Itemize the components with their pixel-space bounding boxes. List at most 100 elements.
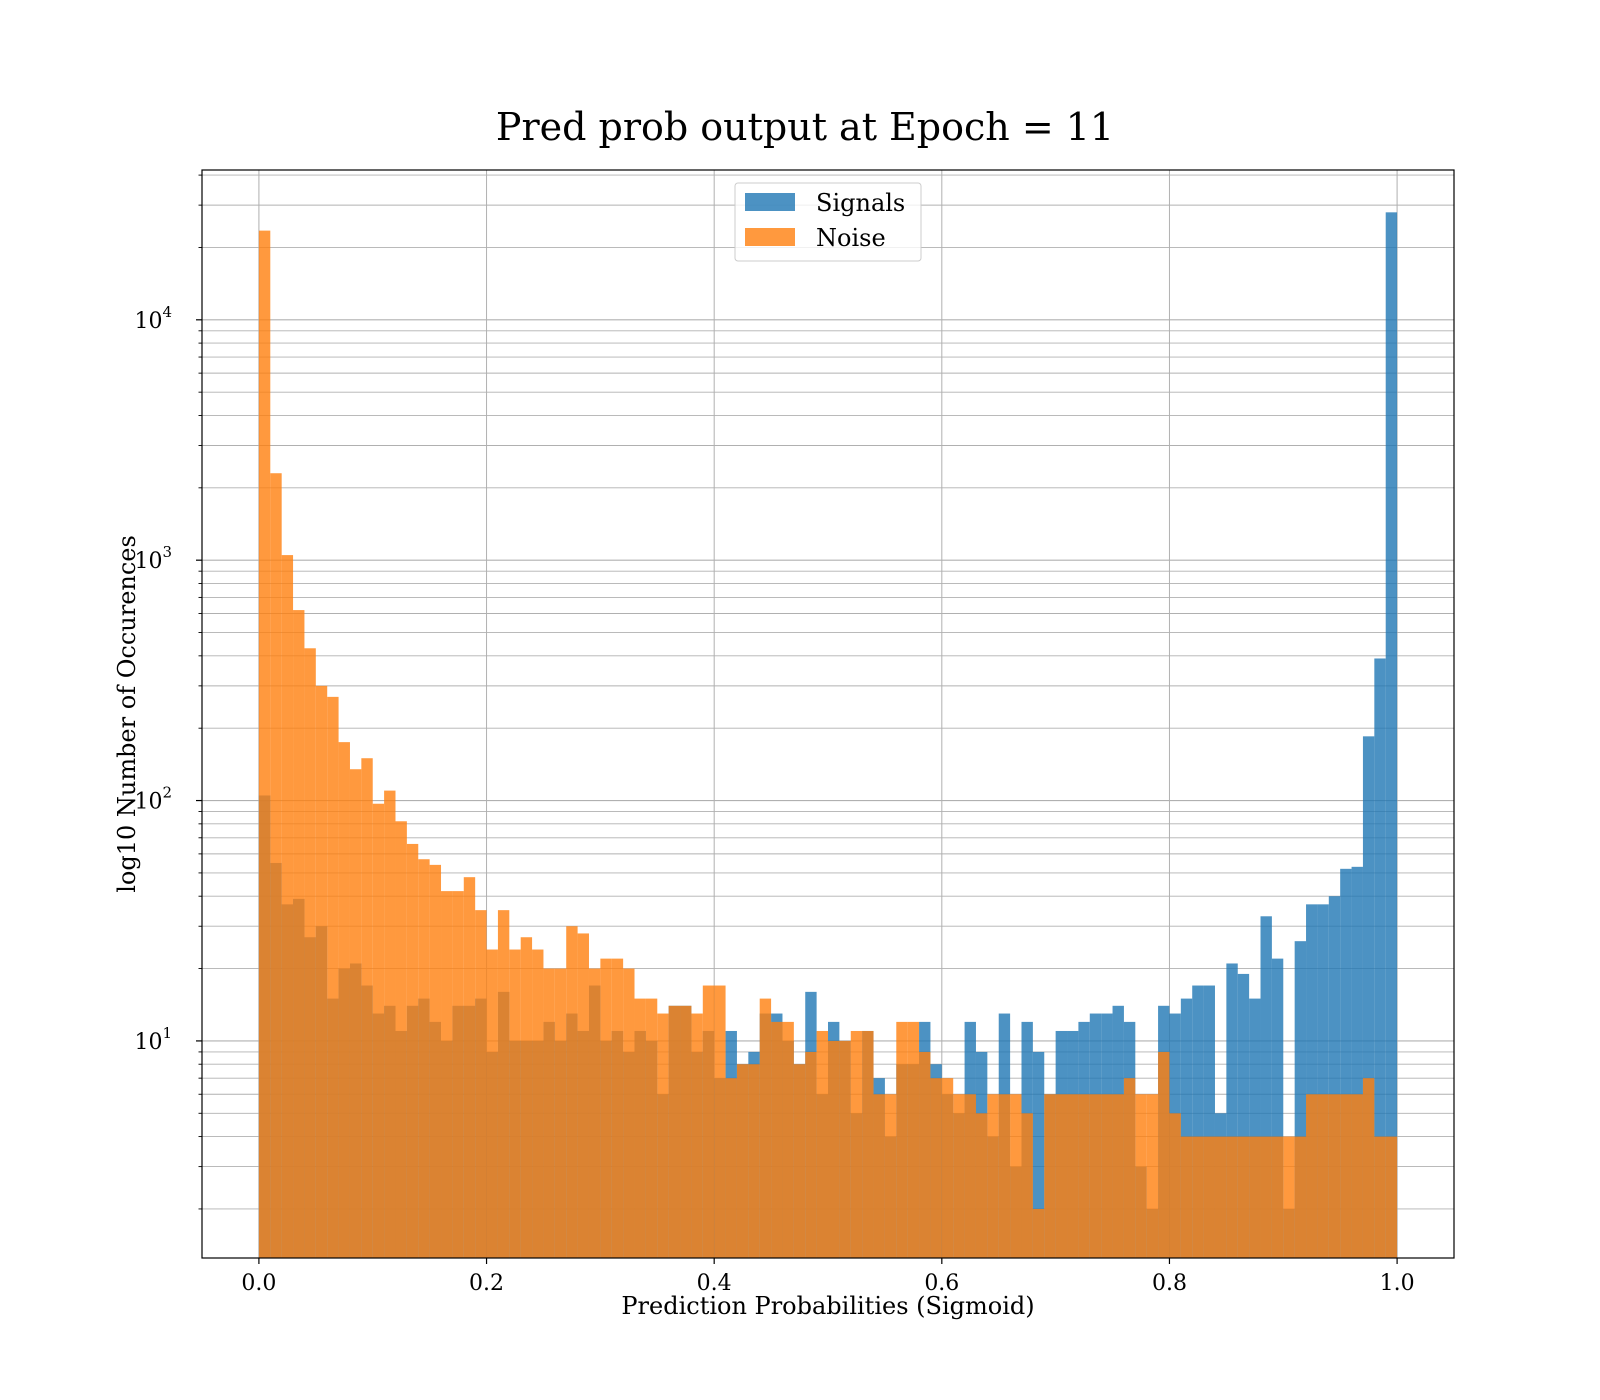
noise-bar — [509, 949, 521, 1258]
legend-swatch-noise — [745, 228, 795, 246]
noise-bar — [486, 949, 498, 1258]
noise-bar — [1123, 1078, 1136, 1258]
noise-bar — [1055, 1094, 1068, 1258]
signals-bar — [1260, 916, 1272, 1258]
noise-bar — [668, 1005, 681, 1258]
noise-bar — [361, 758, 373, 1258]
noise-bar — [1169, 1113, 1181, 1258]
signals-bar — [1192, 985, 1204, 1258]
chart-title: Pred prob output at Epoch = 11 — [496, 105, 1114, 149]
noise-bar — [1294, 1136, 1307, 1258]
noise-bar — [611, 958, 624, 1258]
noise-bar — [1249, 1136, 1261, 1258]
signals-bar — [1306, 904, 1318, 1258]
noise-bar — [1135, 1094, 1147, 1258]
noise-bar — [441, 891, 453, 1258]
noise-bar — [588, 968, 601, 1258]
legend-label-noise: Noise — [816, 224, 886, 252]
signals-bar — [1294, 941, 1307, 1258]
noise-bar — [1101, 1094, 1113, 1258]
noise-bar — [828, 1040, 840, 1258]
noise-bar — [782, 1021, 794, 1258]
x-tick-label: 0.0 — [241, 1271, 276, 1296]
x-tick-label: 1.0 — [1380, 1271, 1415, 1296]
noise-bar — [497, 910, 510, 1258]
x-tick-label: 0.6 — [924, 1271, 959, 1296]
x-tick-label: 0.4 — [697, 1271, 732, 1296]
noise-bar — [680, 1005, 692, 1258]
noise-bar — [1146, 1094, 1159, 1258]
noise-bar — [270, 473, 282, 1258]
noise-bar — [532, 949, 544, 1258]
noise-bar — [1180, 1136, 1193, 1258]
noise-bar — [714, 985, 726, 1258]
noise-bar — [1317, 1094, 1329, 1258]
noise-bar — [1374, 1136, 1386, 1258]
noise-bar — [520, 937, 533, 1258]
noise-bar — [1306, 1094, 1318, 1258]
noise-bar — [372, 803, 385, 1258]
x-tick-label: 0.8 — [1152, 1271, 1187, 1296]
signals-bar — [1180, 998, 1193, 1258]
x-tick-label: 0.2 — [469, 1271, 504, 1296]
noise-bar — [395, 821, 407, 1258]
y-tick-label: 103 — [134, 543, 172, 574]
signals-bar — [1351, 866, 1363, 1258]
noise-bar — [1067, 1094, 1079, 1258]
noise-bar — [349, 769, 362, 1258]
noise-bar — [1362, 1078, 1375, 1258]
y-tick-label: 104 — [134, 303, 172, 334]
noise-bar — [1283, 1136, 1295, 1258]
noise-bar — [304, 648, 316, 1258]
noise-bar — [384, 790, 396, 1258]
noise-bar — [634, 998, 646, 1258]
noise-bar — [293, 610, 305, 1258]
signals-bar — [1317, 904, 1329, 1258]
noise-bar — [566, 926, 578, 1258]
signals-bar — [1237, 973, 1250, 1258]
noise-bar — [873, 1094, 885, 1258]
noise-bar — [862, 1030, 874, 1258]
signals-bar — [1374, 658, 1386, 1258]
noise-bar — [1385, 1136, 1398, 1258]
noise-bar — [1351, 1094, 1363, 1258]
noise-bar — [805, 1051, 817, 1258]
legend-label-signals: Signals — [816, 189, 905, 217]
noise-bar — [600, 958, 612, 1258]
noise-bar — [702, 985, 715, 1258]
noise-bar — [657, 1013, 669, 1258]
plot-frame — [201, 169, 1455, 1259]
noise-bar — [1089, 1094, 1102, 1258]
signals-bar — [1249, 998, 1261, 1258]
noise-bar — [793, 1064, 806, 1258]
noise-bar — [1214, 1136, 1227, 1258]
y-tick-label: 101 — [134, 1024, 172, 1055]
signals-bar — [1362, 736, 1375, 1258]
noise-bar — [463, 877, 476, 1258]
signals-bar — [1203, 985, 1215, 1258]
noise-bar — [327, 696, 339, 1258]
signals-bar — [1032, 1051, 1045, 1258]
noise-bar — [839, 1040, 851, 1258]
signals-bar — [1328, 896, 1341, 1258]
noise-bar — [258, 230, 271, 1258]
x-axis-label: Prediction Probabilities (Sigmoid) — [621, 1292, 1034, 1320]
noise-bar — [748, 1064, 760, 1258]
noise-bar — [543, 968, 555, 1258]
signals-bar — [1385, 212, 1398, 1259]
noise-bar — [418, 859, 430, 1258]
noise-bar — [759, 998, 772, 1258]
noise-bar — [623, 968, 635, 1258]
noise-bar — [907, 1021, 920, 1258]
noise-bar — [1158, 1051, 1170, 1258]
noise-bar — [338, 742, 350, 1258]
noise-bar — [1021, 1113, 1033, 1258]
noise-bar — [1226, 1136, 1238, 1258]
legend: Signals Noise — [734, 182, 922, 262]
noise-bar — [315, 685, 328, 1258]
noise-bar — [998, 1094, 1011, 1258]
noise-bar — [850, 1030, 863, 1258]
noise-bar — [475, 910, 487, 1258]
noise-bar — [1260, 1136, 1272, 1258]
